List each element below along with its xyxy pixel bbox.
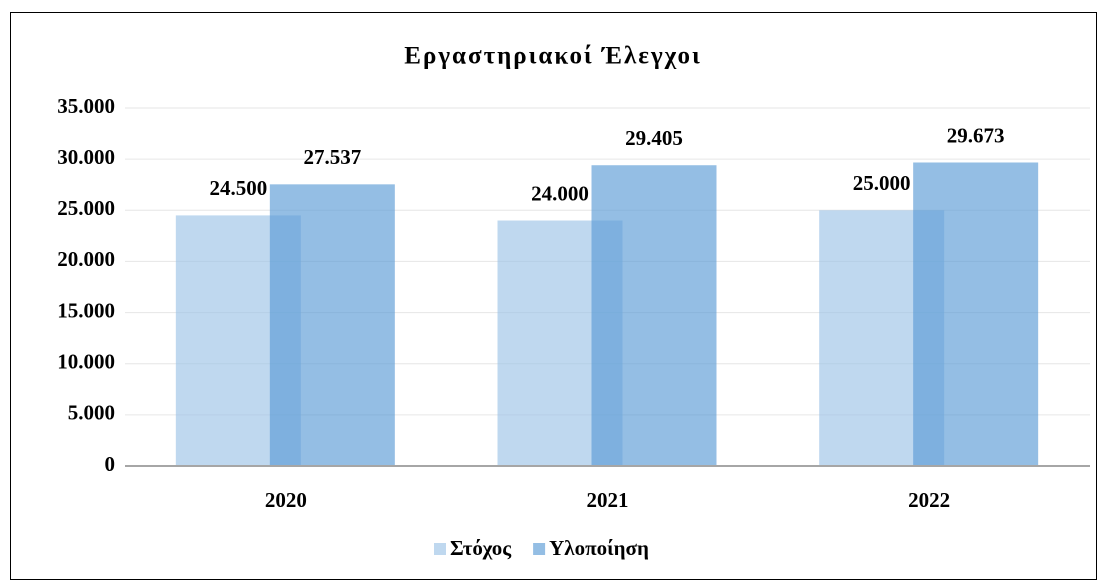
legend-swatch [533, 543, 546, 555]
y-tick-label: 0 [105, 452, 116, 476]
legend-swatch [434, 543, 446, 555]
legend-label: Υλοποίηση [549, 536, 649, 560]
bar [913, 162, 1039, 466]
value-label: 27.537 [303, 145, 361, 169]
legend-label: Στόχος [450, 536, 512, 560]
value-label: 29.673 [947, 123, 1005, 147]
y-tick-label: 10.000 [57, 350, 115, 374]
x-tick-label: 2021 [587, 488, 629, 512]
value-label: 24.500 [209, 176, 267, 200]
chart-title: Εργαστηριακοί Έλεγχοι [404, 43, 701, 70]
y-tick-label: 30.000 [57, 145, 115, 169]
x-tick-label: 2022 [908, 488, 950, 512]
value-label: 29.405 [625, 126, 683, 150]
bar [269, 184, 395, 467]
bar [591, 165, 717, 466]
y-tick-label: 35.000 [57, 94, 115, 118]
y-tick-label: 15.000 [57, 298, 115, 322]
value-label: 25.000 [853, 171, 911, 195]
value-label: 24.000 [531, 181, 589, 205]
x-tick-label: 2020 [265, 488, 307, 512]
y-tick-label: 20.000 [57, 247, 115, 271]
y-tick-label: 25.000 [57, 196, 115, 220]
y-tick-label: 5.000 [68, 401, 115, 425]
